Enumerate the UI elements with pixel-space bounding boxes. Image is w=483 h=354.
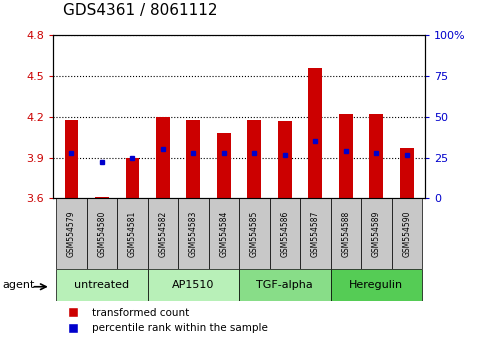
Bar xyxy=(339,114,353,198)
Text: GDS4361 / 8061112: GDS4361 / 8061112 xyxy=(63,3,217,18)
Text: GSM554585: GSM554585 xyxy=(250,210,259,257)
Bar xyxy=(178,198,209,269)
Text: GSM554588: GSM554588 xyxy=(341,211,350,257)
Bar xyxy=(270,198,300,269)
Text: Heregulin: Heregulin xyxy=(349,280,403,290)
Bar xyxy=(217,133,231,198)
Bar xyxy=(369,114,383,198)
Bar xyxy=(56,198,86,269)
Bar xyxy=(95,197,109,198)
Bar xyxy=(56,269,148,301)
Bar xyxy=(239,269,330,301)
Bar xyxy=(330,269,422,301)
Text: GSM554587: GSM554587 xyxy=(311,210,320,257)
Text: GSM554586: GSM554586 xyxy=(280,210,289,257)
Bar xyxy=(309,68,322,198)
Bar xyxy=(361,198,392,269)
Text: GSM554579: GSM554579 xyxy=(67,210,76,257)
Bar xyxy=(278,121,292,198)
Text: GSM554583: GSM554583 xyxy=(189,210,198,257)
Bar xyxy=(186,120,200,198)
Text: GSM554582: GSM554582 xyxy=(158,211,168,257)
Bar xyxy=(209,198,239,269)
Bar xyxy=(239,198,270,269)
Text: TGF-alpha: TGF-alpha xyxy=(256,280,313,290)
Bar xyxy=(86,198,117,269)
Text: GSM554589: GSM554589 xyxy=(372,210,381,257)
Bar xyxy=(126,158,139,198)
Bar xyxy=(148,269,239,301)
Text: AP1510: AP1510 xyxy=(172,280,214,290)
Bar xyxy=(392,198,422,269)
Text: agent: agent xyxy=(2,280,35,290)
Bar xyxy=(330,198,361,269)
Bar xyxy=(400,148,413,198)
Text: GSM554584: GSM554584 xyxy=(219,210,228,257)
Bar xyxy=(65,120,78,198)
Text: GSM554580: GSM554580 xyxy=(98,210,106,257)
Text: GSM554581: GSM554581 xyxy=(128,211,137,257)
Bar xyxy=(148,198,178,269)
Bar xyxy=(247,120,261,198)
Text: GSM554590: GSM554590 xyxy=(402,210,411,257)
Bar xyxy=(117,198,148,269)
Legend: transformed count, percentile rank within the sample: transformed count, percentile rank withi… xyxy=(58,304,272,337)
Bar xyxy=(300,198,330,269)
Bar xyxy=(156,117,170,198)
Text: untreated: untreated xyxy=(74,280,129,290)
